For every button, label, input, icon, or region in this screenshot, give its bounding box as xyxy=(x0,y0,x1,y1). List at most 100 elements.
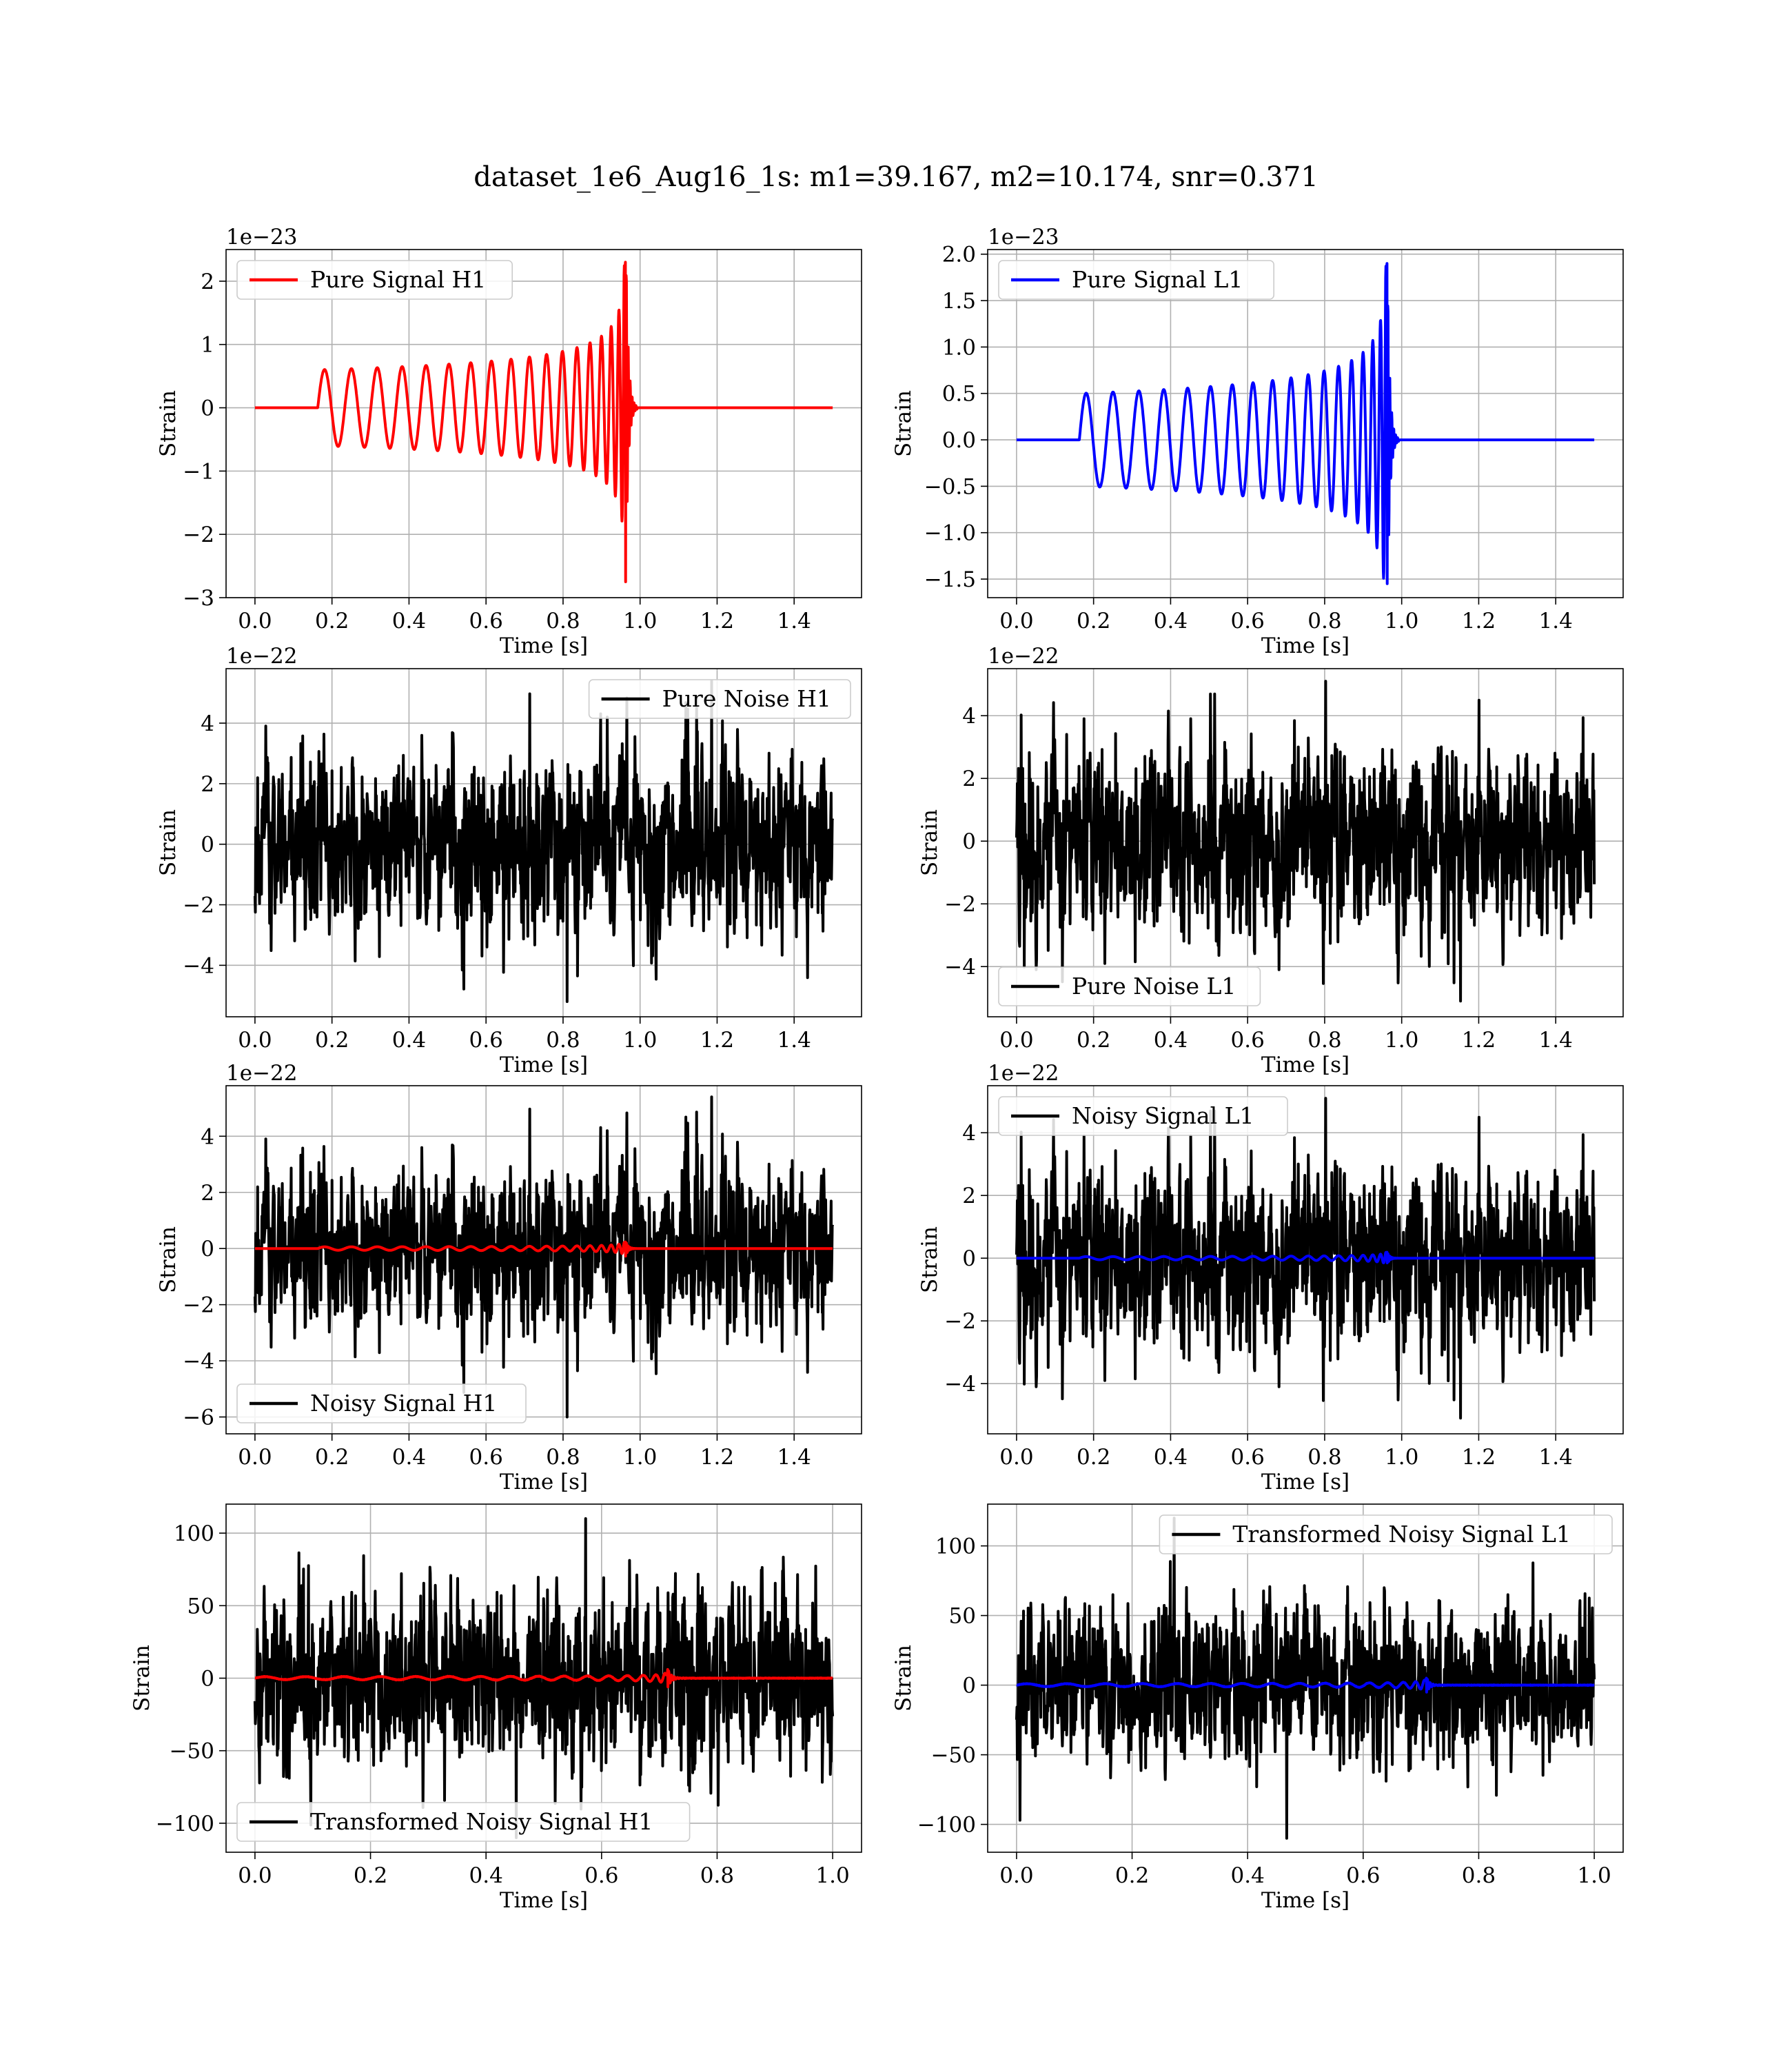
y-tick-label: 0 xyxy=(201,1667,214,1692)
y-tick-label: 1.0 xyxy=(942,335,976,360)
x-tick-label: 0.8 xyxy=(1307,1445,1341,1470)
x-axis: 0.0 0.2 0.4 0.6 0.8 1.0 1.2 1.4 Time [s] xyxy=(999,1017,1573,1077)
legend: Transformed Noisy Signal H1 xyxy=(236,1802,691,1842)
legend-label: Pure Signal H1 xyxy=(310,266,486,293)
x-tick-label: 1.4 xyxy=(777,1445,811,1470)
axes-frame xyxy=(987,668,1624,1017)
y-axis-label: Strain xyxy=(130,1645,154,1712)
x-tick-label: 0.8 xyxy=(546,1445,580,1470)
x-tick-label: 1.0 xyxy=(623,1445,657,1470)
y-tick-label: 0 xyxy=(962,1246,976,1271)
x-tick-label: 0.4 xyxy=(1154,1028,1188,1053)
x-axis-label: Time [s] xyxy=(1261,1470,1350,1494)
y-tick-label: 4 xyxy=(962,704,976,729)
legend-label: Pure Noise L1 xyxy=(1072,973,1236,1000)
y-tick-label: −2 xyxy=(183,523,214,547)
x-tick-label: 1.0 xyxy=(623,609,657,633)
axes-frame xyxy=(987,1085,1624,1435)
x-tick-label: 0.2 xyxy=(315,1028,349,1053)
y-tick-label: 1.5 xyxy=(942,289,976,314)
y-tick-label: −2 xyxy=(944,892,976,917)
x-tick-label: 0.8 xyxy=(546,1028,580,1053)
x-tick-label: 0.6 xyxy=(469,1445,503,1470)
panel-noisy-signal-h1: 0.0 0.2 0.4 0.6 0.8 1.0 1.2 1.4 Time [s] −6 −4 −2 0 2… xyxy=(156,1061,862,1494)
y-axis-label: Strain xyxy=(891,390,916,457)
y-axis: −1.5 −1.0 −0.5 0.0 0.5 1.0 1.5 2.0 Strain 1e−23 xyxy=(891,225,1059,592)
series-line-noisy-signal-h1 xyxy=(253,1095,835,1419)
legend: Noisy Signal L1 xyxy=(998,1096,1288,1136)
y-tick-label: 50 xyxy=(949,1604,976,1629)
axes-frame xyxy=(225,1085,862,1435)
x-tick-label: 1.2 xyxy=(1462,1028,1496,1053)
y-tick-label: 2 xyxy=(201,772,214,797)
y-tick-label: 1 xyxy=(201,333,214,358)
x-tick-label: 1.4 xyxy=(777,609,811,633)
series-group xyxy=(253,679,835,1003)
series-line-signal-overlay xyxy=(1015,1250,1596,1264)
legend-label: Transformed Noisy Signal H1 xyxy=(310,1808,653,1835)
x-tick-label: 0.4 xyxy=(392,1445,426,1470)
x-tick-label: 1.4 xyxy=(1539,1028,1573,1053)
panels: 0.0 0.2 0.4 0.6 0.8 1.0 1.2 1.4 Time [s] −3 −2 −1 0 1… xyxy=(130,225,1624,1913)
panel-pure-signal-l1: 0.0 0.2 0.4 0.6 0.8 1.0 1.2 1.4 Time [s] −1.5 −1.0… xyxy=(891,225,1624,658)
panel-pure-noise-h1: 0.0 0.2 0.4 0.6 0.8 1.0 1.2 1.4 Time [s] −4 −2 0 2 4 S… xyxy=(156,644,862,1077)
series-group xyxy=(1015,262,1596,585)
x-tick-label: 0.4 xyxy=(1154,609,1188,633)
y-tick-label: −4 xyxy=(944,955,976,980)
panel-noisy-signal-l1: 0.0 0.2 0.4 0.6 0.8 1.0 1.2 1.4 Time [s] −4 −2 0 2 4 S… xyxy=(917,1061,1624,1494)
y-tick-label: −100 xyxy=(156,1812,214,1836)
y-axis-label: Strain xyxy=(917,1226,942,1293)
y-tick-label: 100 xyxy=(174,1521,214,1546)
x-tick-label: 0.0 xyxy=(238,609,272,633)
x-tick-label: 1.0 xyxy=(1577,1863,1611,1888)
x-tick-label: 0.2 xyxy=(315,609,349,633)
x-tick-label: 0.2 xyxy=(1077,1028,1110,1053)
y-tick-label: −3 xyxy=(183,586,214,611)
series-group xyxy=(1015,1097,1596,1420)
x-axis-label: Time [s] xyxy=(500,1470,588,1494)
y-axis: −100 −50 0 50 100 Strain xyxy=(891,1534,988,1838)
series-line-transformed-noisy-signal-h1 xyxy=(253,1517,835,1839)
x-tick-label: 0.2 xyxy=(315,1445,349,1470)
x-tick-label: 0.2 xyxy=(1077,609,1110,633)
panel-transformed-noisy-signal-h1: 0.0 0.2 0.4 0.6 0.8 1.0 Time [s] −100 −50 0 50 100 S… xyxy=(130,1503,862,1913)
x-tick-label: 1.2 xyxy=(700,1445,734,1470)
y-tick-label: 0.5 xyxy=(942,382,976,407)
x-tick-label: 0.0 xyxy=(238,1863,272,1888)
x-tick-label: 1.2 xyxy=(700,1028,734,1053)
x-axis-label: Time [s] xyxy=(1261,1888,1350,1913)
legend-box xyxy=(236,260,513,300)
x-tick-label: 1.2 xyxy=(1462,609,1496,633)
x-axis-label: Time [s] xyxy=(1261,633,1350,658)
legend-box xyxy=(1159,1514,1613,1554)
x-tick-label: 1.4 xyxy=(777,1028,811,1053)
y-tick-label: 2 xyxy=(201,270,214,294)
x-tick-label: 1.0 xyxy=(623,1028,657,1053)
y-axis-label: Strain xyxy=(891,1645,916,1712)
y-tick-label: −2 xyxy=(944,1309,976,1334)
x-tick-label: 0.0 xyxy=(238,1445,272,1470)
y-axis-label: Strain xyxy=(156,809,181,876)
x-tick-label: 0.8 xyxy=(1462,1863,1496,1888)
x-axis: 0.0 0.2 0.4 0.6 0.8 1.0 Time [s] xyxy=(238,1852,850,1913)
series-group xyxy=(253,1517,835,1839)
legend-box xyxy=(236,1802,691,1842)
series-group xyxy=(1015,680,1596,1003)
series-line-signal-overlay xyxy=(254,1240,834,1258)
x-axis-label: Time [s] xyxy=(500,633,588,658)
axes-frame xyxy=(987,1503,1624,1853)
legend-label: Noisy Signal L1 xyxy=(1072,1102,1254,1129)
y-tick-label: 2 xyxy=(962,1184,976,1208)
y-axis-label: Strain xyxy=(156,1226,181,1293)
x-tick-label: 1.0 xyxy=(1385,609,1418,633)
x-tick-label: 0.4 xyxy=(392,609,426,633)
y-tick-label: −1.0 xyxy=(924,521,976,546)
y-tick-label: 4 xyxy=(201,711,214,736)
y-tick-label: −1 xyxy=(183,459,214,484)
y-offset-text: 1e−23 xyxy=(226,225,298,250)
x-tick-label: 0.6 xyxy=(1231,1445,1265,1470)
y-tick-label: −2 xyxy=(183,1293,214,1318)
y-tick-label: −2 xyxy=(183,893,214,918)
x-axis: 0.0 0.2 0.4 0.6 0.8 1.0 1.2 1.4 Time [s] xyxy=(999,598,1573,658)
x-tick-label: 1.4 xyxy=(1539,609,1573,633)
